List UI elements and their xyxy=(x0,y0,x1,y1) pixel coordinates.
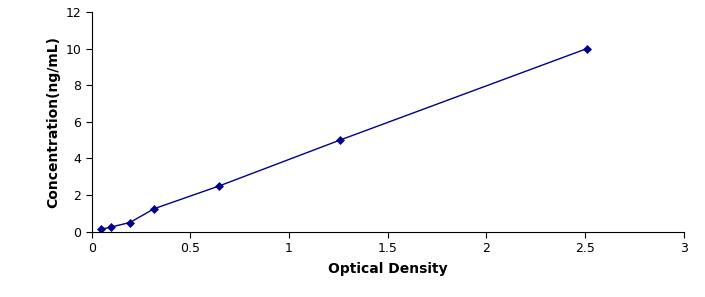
X-axis label: Optical Density: Optical Density xyxy=(328,262,448,276)
Y-axis label: Concentration(ng/mL): Concentration(ng/mL) xyxy=(46,36,60,208)
